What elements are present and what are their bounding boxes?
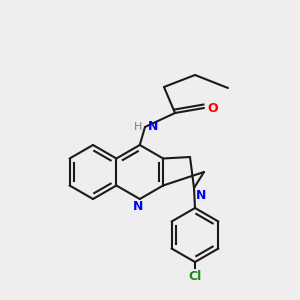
Text: H: H <box>134 122 142 132</box>
Text: N: N <box>148 119 158 133</box>
Text: N: N <box>133 200 143 213</box>
Text: N: N <box>196 189 206 202</box>
Text: Cl: Cl <box>188 270 202 283</box>
Text: O: O <box>207 101 217 115</box>
